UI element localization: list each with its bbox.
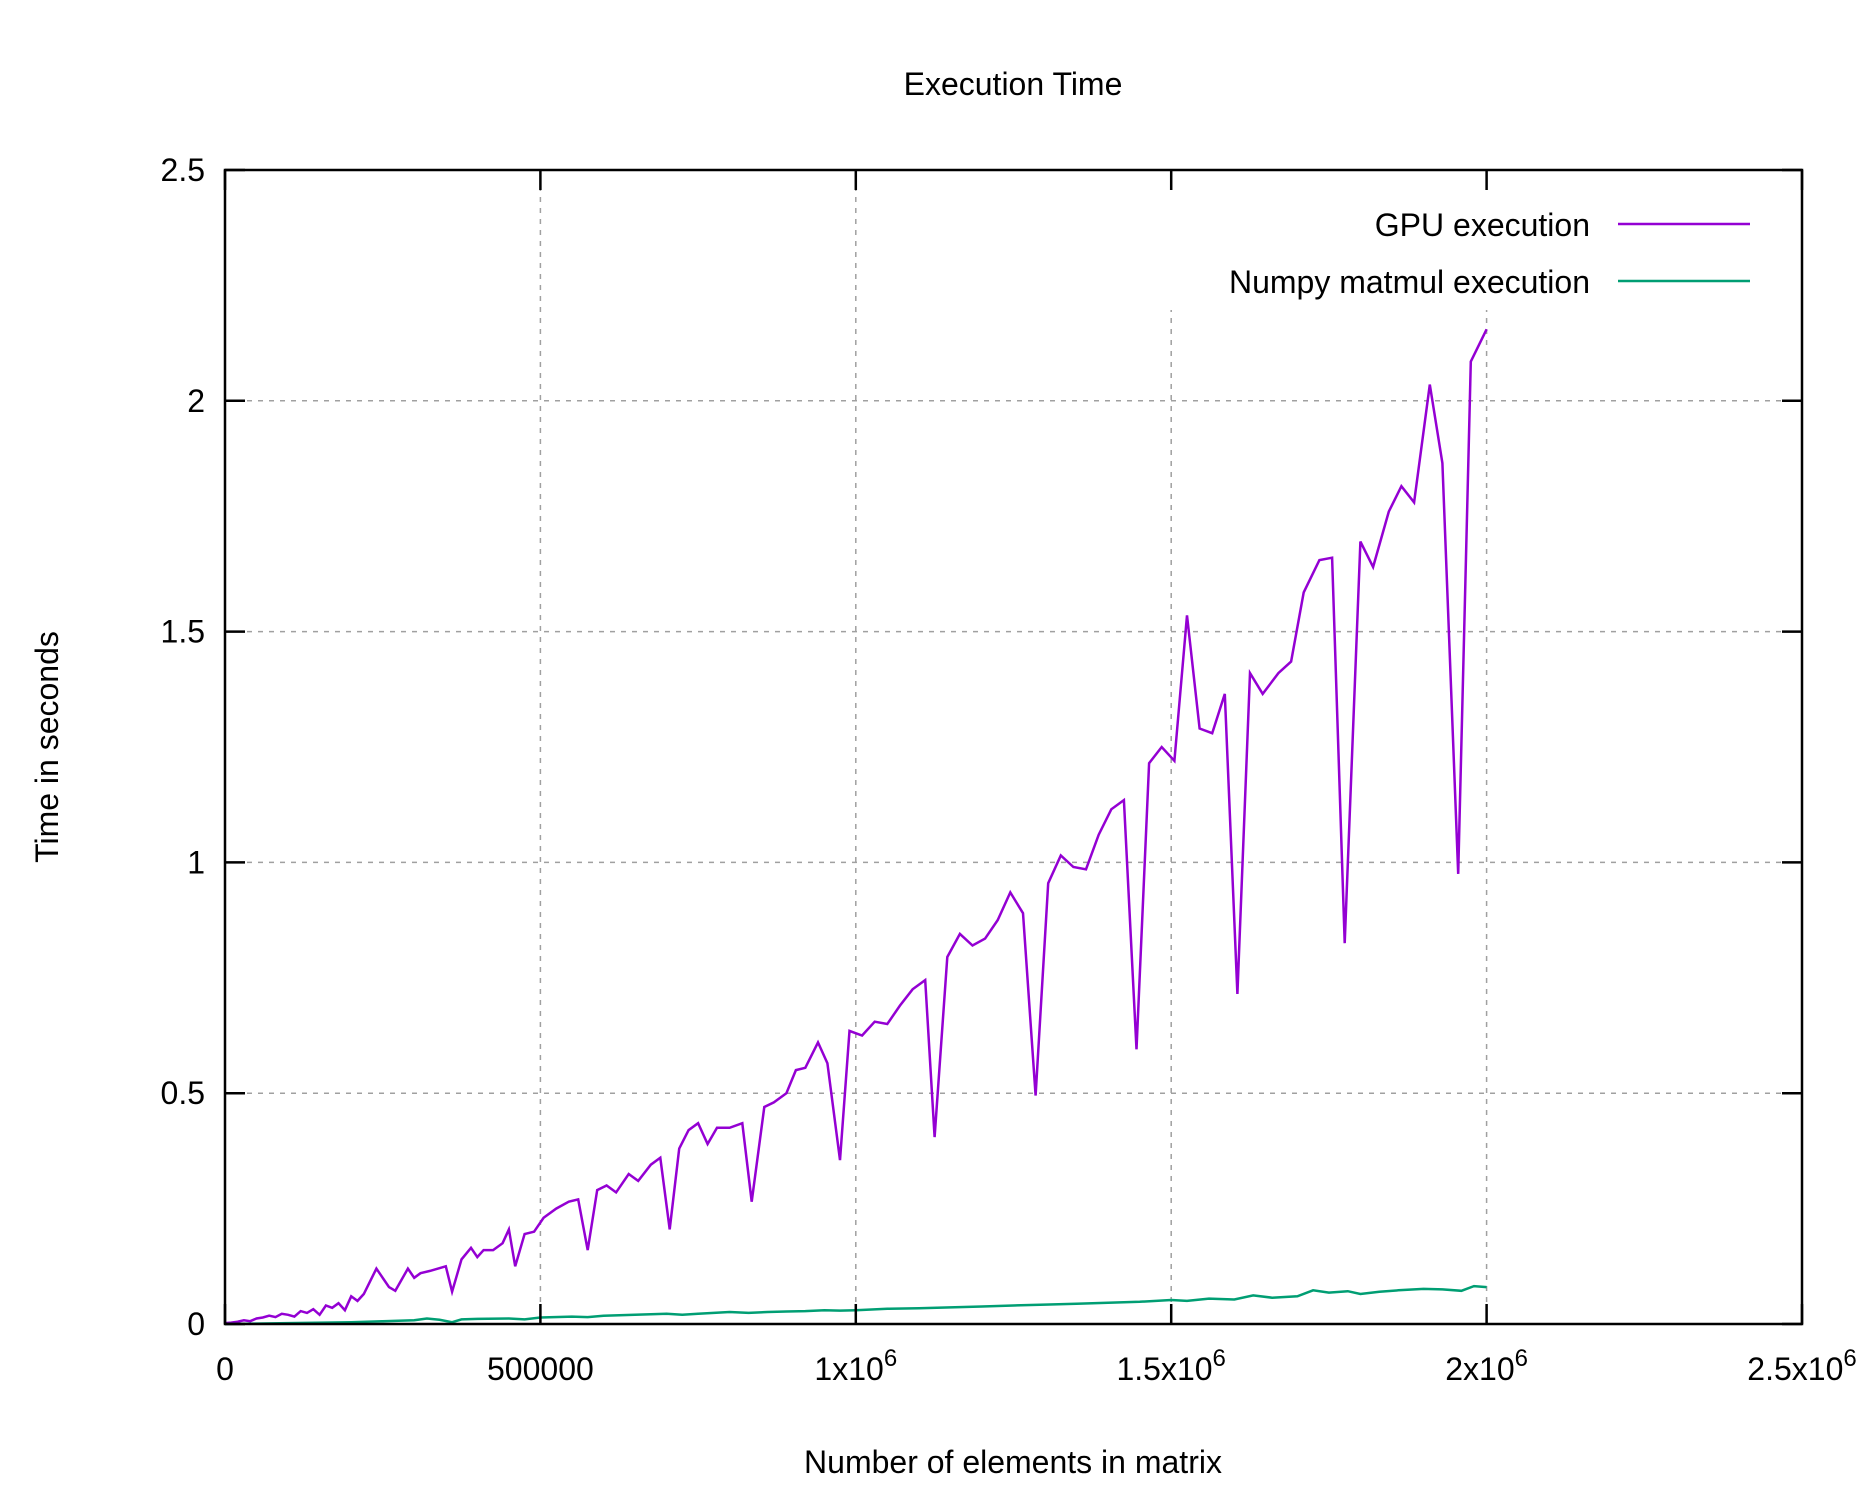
x-tick-label-exponent: 6 — [1515, 1345, 1528, 1372]
x-tick-label-exponent: 6 — [884, 1345, 897, 1372]
x-tick-label: 500000 — [487, 1351, 594, 1387]
x-tick-label: 0 — [216, 1351, 234, 1387]
x-axis-label: Number of elements in matrix — [804, 1444, 1222, 1480]
x-tick-label-base: 1x10 — [814, 1351, 883, 1387]
y-axis-label: Time in seconds — [29, 631, 65, 863]
legend-label-gpu: GPU execution — [1375, 207, 1590, 243]
y-tick-label: 0 — [187, 1306, 205, 1342]
x-tick-label-base: 500000 — [487, 1351, 594, 1387]
x-tick-label-base: 0 — [216, 1351, 234, 1387]
x-tick-label-base: 2.5x10 — [1747, 1351, 1843, 1387]
y-tick-label: 2 — [187, 383, 205, 419]
y-tick-label: 1.5 — [161, 614, 205, 650]
x-tick-label-base: 2x10 — [1445, 1351, 1514, 1387]
y-tick-label: 0.5 — [161, 1075, 205, 1111]
x-tick-label-exponent: 6 — [1843, 1345, 1856, 1372]
chart-title: Execution Time — [904, 66, 1123, 102]
legend-label-numpy: Numpy matmul execution — [1229, 264, 1590, 300]
x-tick-label-base: 1.5x10 — [1116, 1351, 1212, 1387]
x-tick-label-exponent: 6 — [1213, 1345, 1226, 1372]
x-tick-label: 2.5x106 — [1747, 1345, 1856, 1387]
y-tick-label: 1 — [187, 844, 205, 880]
y-tick-label: 2.5 — [161, 152, 205, 188]
x-tick-label: 1.5x106 — [1116, 1345, 1225, 1387]
